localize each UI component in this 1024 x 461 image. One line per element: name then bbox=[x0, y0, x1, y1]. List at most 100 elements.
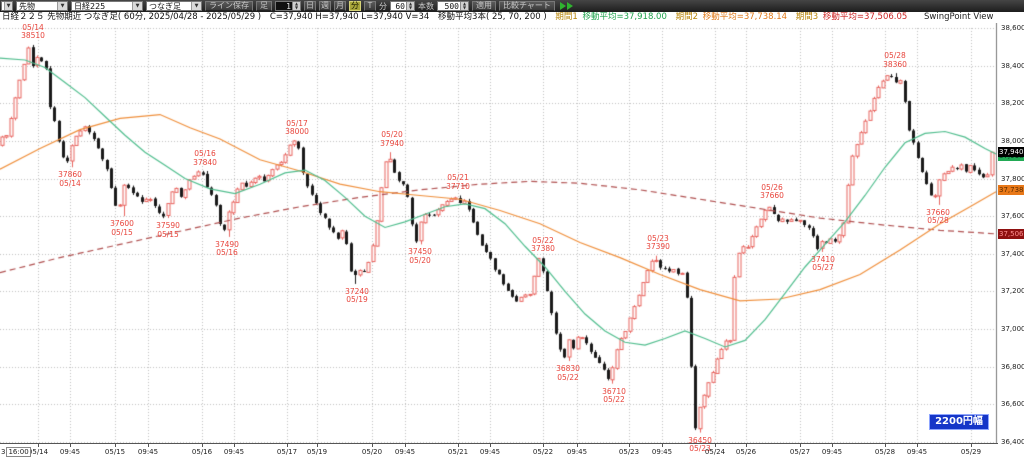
market-select[interactable]: 先物 ▼ bbox=[16, 1, 68, 11]
bar-unit-label: 足 bbox=[256, 1, 272, 11]
time-axis-tick bbox=[372, 444, 373, 447]
fast-forward-icon[interactable] bbox=[559, 2, 574, 10]
time-axis-tick bbox=[148, 444, 149, 447]
time-axis-label: 09:45 bbox=[59, 448, 81, 456]
swing-point-label: 3802005/13 bbox=[0, 134, 3, 151]
ma1-value: 移動平均=37,918.00 bbox=[582, 12, 667, 22]
time-axis-label: 05/27 bbox=[789, 448, 811, 456]
period-day-button[interactable]: 日 bbox=[304, 1, 316, 11]
price-axis-tick: 38,000. bbox=[1001, 136, 1024, 145]
swing-point-label: 37860 05/14 bbox=[58, 170, 82, 188]
period-month-button[interactable]: 月 bbox=[334, 1, 346, 11]
time-axis-label: 05/29 bbox=[960, 448, 982, 456]
time-axis-tick bbox=[543, 444, 544, 447]
swing-point-label: 37240 05/19 bbox=[345, 286, 369, 305]
window-dropdown[interactable]: ▼ bbox=[1, 1, 13, 11]
time-axis-label: 09:45 bbox=[137, 448, 159, 456]
minutes-input[interactable] bbox=[391, 2, 406, 10]
time-axis-label: 05/17 bbox=[276, 448, 298, 456]
session-time-box[interactable]: 16:00 bbox=[6, 447, 31, 457]
chevron-down-icon[interactable]: ▼ bbox=[132, 2, 142, 10]
price-axis-tick: 38,600. bbox=[1001, 24, 1024, 32]
time-axis-label: 05/15 bbox=[104, 448, 126, 456]
price-axis-tick: 37,800. bbox=[1001, 174, 1024, 183]
ma3-period-label: 期間3 bbox=[795, 12, 819, 22]
price-axis-tick: 36,400. bbox=[1001, 438, 1024, 446]
chart-info-bar: 日経２２５ 先物期近 つなぎ足( 60分, 2025/04/28 - 2025/… bbox=[0, 12, 1024, 23]
swing-point-label: 37600 05/15 bbox=[110, 219, 134, 237]
swing-point-label: 05/28 38360 bbox=[883, 51, 907, 69]
time-axis-label: 05/22 bbox=[532, 448, 554, 456]
minutes-field[interactable]: ▲▼ bbox=[390, 1, 415, 11]
time-axis-tick bbox=[662, 444, 663, 447]
price-axis-tick: 38,200. bbox=[1001, 99, 1024, 108]
time-axis-partial-label: 3 16:00 bbox=[1, 447, 31, 457]
time-axis-label: 09:45 bbox=[821, 448, 843, 456]
time-axis-tick bbox=[971, 444, 972, 447]
chevron-down-icon[interactable]: ▼ bbox=[191, 2, 201, 10]
swing-point-label: 05/26 37660 bbox=[760, 182, 784, 201]
minutes-label: 分 bbox=[379, 1, 387, 11]
ma-price-badge: 37,738. bbox=[998, 185, 1024, 196]
market-select-value: 先物 bbox=[19, 1, 35, 11]
time-axis-label: 09:45 bbox=[651, 448, 673, 456]
main-toolbar: ▼ 先物 ▼ 日経225 ▼ つなぎ足 ▼ ライン保存 足 ▲▼ 日 週 月 分… bbox=[0, 0, 1024, 12]
price-chart-canvas[interactable] bbox=[0, 23, 998, 443]
price-axis-tick: 37,600. bbox=[1001, 212, 1024, 221]
swing-point-label: 05/14 38510 bbox=[21, 22, 45, 41]
price-axis-tick: 36,800. bbox=[1001, 362, 1024, 371]
ma-price-badge: 37,506. bbox=[998, 228, 1024, 239]
swing-point-label: 05/21 37710 bbox=[446, 173, 470, 191]
chevron-down-icon[interactable]: ▼ bbox=[4, 2, 12, 10]
price-range-badge: 2200円幅 bbox=[929, 414, 989, 430]
time-axis-tick bbox=[234, 444, 235, 447]
line-save-button[interactable]: ライン保存 bbox=[205, 1, 253, 11]
time-axis-label: 09:45 bbox=[479, 448, 501, 456]
apply-button[interactable]: 適用 bbox=[472, 1, 496, 11]
chart-type-select[interactable]: つなぎ足 ▼ bbox=[146, 1, 202, 11]
ohlc-readout: C=37,940 H=37,940 L=37,940 V=34 bbox=[269, 12, 430, 22]
swing-point-label: 36830 05/22 bbox=[556, 364, 580, 382]
bar-count-input[interactable] bbox=[438, 2, 460, 10]
bar-count-field[interactable]: ▲▼ bbox=[437, 1, 469, 11]
compare-chart-button[interactable]: 比較チャート bbox=[499, 1, 555, 11]
bar-count-label: 本数 bbox=[418, 1, 434, 11]
time-axis-label: 09:45 bbox=[394, 448, 416, 456]
time-axis-label: 09:45 bbox=[223, 448, 245, 456]
price-axis-tick: 37,200. bbox=[1001, 287, 1024, 296]
time-axis-tick bbox=[458, 444, 459, 447]
chevron-down-icon[interactable]: ▼ bbox=[57, 2, 67, 10]
symbol-select[interactable]: 日経225 ▼ bbox=[71, 1, 143, 11]
swing-point-label: 37450 05/20 bbox=[408, 247, 432, 265]
swing-point-label: 37660 05/28 bbox=[926, 207, 950, 226]
swing-point-label: 05/16 37840 bbox=[193, 149, 217, 167]
time-axis-tick bbox=[202, 444, 203, 447]
price-axis-tick: 37,000. bbox=[1001, 325, 1024, 334]
bar-multiplier-input[interactable] bbox=[276, 2, 292, 10]
symbol-select-value: 日経225 bbox=[74, 1, 106, 11]
swing-point-label: 36710 05/22 bbox=[602, 386, 626, 405]
ma2-period-label: 期間2 bbox=[675, 12, 698, 22]
ma3-value: 移動平均=37,506.05 bbox=[822, 12, 908, 22]
period-minute-button[interactable]: 分 bbox=[349, 1, 361, 11]
price-axis-tick: 37,400. bbox=[1001, 249, 1024, 258]
swingpoint-view-label: SwingPoint View bbox=[924, 12, 994, 22]
price-axis-tick: 36,600. bbox=[1001, 400, 1024, 409]
time-axis-label: 05/26 bbox=[735, 448, 757, 456]
ma-settings-readout: 移動平均3本( 25, 70, 200 ) bbox=[438, 12, 547, 22]
spinner-icon[interactable]: ▲ ▼ bbox=[406, 2, 414, 10]
time-axis-label: 05/19 bbox=[306, 448, 328, 456]
bar-multiplier-field[interactable]: ▲▼ bbox=[275, 1, 301, 11]
time-axis-tick bbox=[577, 444, 578, 447]
time-axis-tick bbox=[885, 444, 886, 447]
spinner-icon[interactable]: ▲ ▼ bbox=[292, 2, 300, 10]
period-tick-button[interactable]: T bbox=[364, 1, 376, 11]
chart-title: 日経２２５ 先物期近 つなぎ足( 60分, 2025/04/28 - 2025/… bbox=[2, 12, 262, 22]
time-axis-label: 05/23 bbox=[618, 448, 640, 456]
time-axis: 05/14 09:45 05/15 09:45 05/16 09:45 05/17 05/19… bbox=[0, 443, 998, 461]
period-week-button[interactable]: 週 bbox=[319, 1, 331, 11]
time-axis-label: 05/16 bbox=[191, 448, 213, 456]
time-axis-tick bbox=[490, 444, 491, 447]
spinner-icon[interactable]: ▲ ▼ bbox=[460, 2, 468, 10]
